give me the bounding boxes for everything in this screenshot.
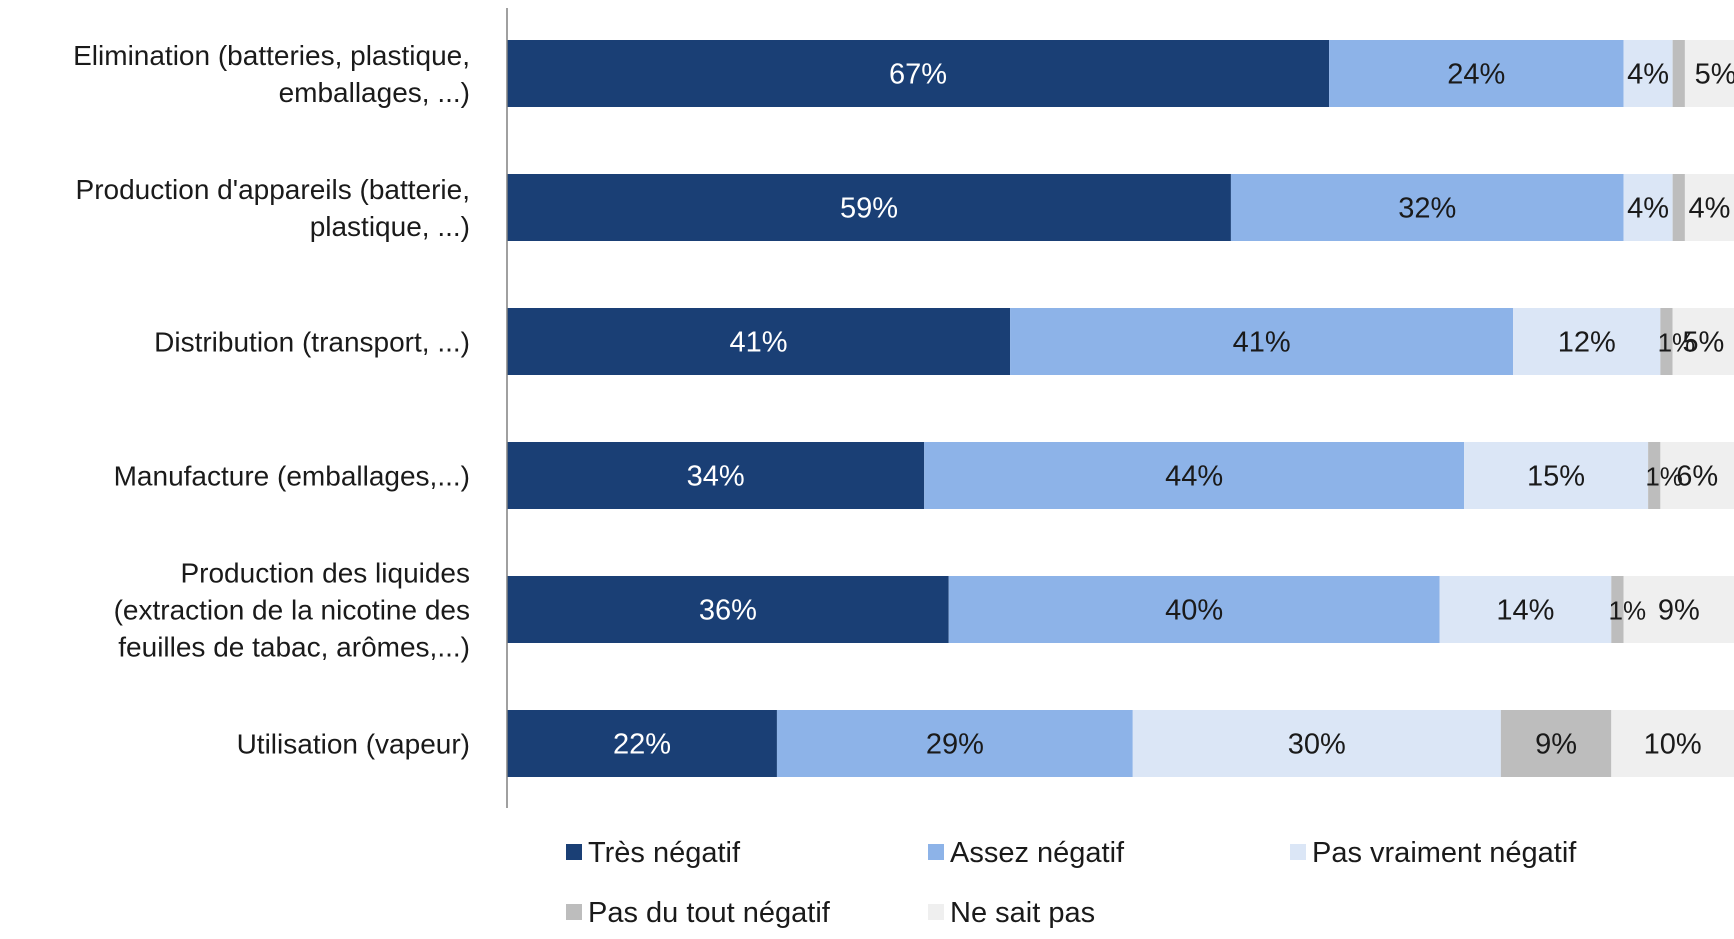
data-label: 41% bbox=[1233, 327, 1291, 359]
data-label: 34% bbox=[687, 461, 745, 493]
category-label-line: feuilles de tabac, arômes,...) bbox=[118, 632, 470, 663]
bar-segment bbox=[1660, 308, 1673, 375]
bar-segment bbox=[1684, 174, 1734, 241]
bar-segment bbox=[1329, 40, 1624, 107]
bar-segment bbox=[1500, 710, 1612, 777]
category-label-line: Manufacture (emballages,...) bbox=[114, 461, 470, 492]
data-label: 36% bbox=[699, 595, 757, 627]
bar-segment bbox=[1010, 308, 1514, 375]
category-label: Elimination (batteries, plastique, emball… bbox=[73, 40, 470, 108]
category-label-line: emballages, ...) bbox=[279, 77, 470, 108]
category-label-line: plastique, ...) bbox=[310, 211, 470, 242]
legend-label: Pas vraiment négatif bbox=[1312, 837, 1577, 869]
data-label: 30% bbox=[1288, 729, 1346, 761]
category-label-line: (extraction de la nicotine des bbox=[114, 595, 470, 626]
bar-segment bbox=[507, 442, 925, 509]
data-label: 59% bbox=[840, 193, 898, 225]
legend: Très négatif Assez négatif Pas vraiment né… bbox=[566, 837, 1577, 929]
bar-segment bbox=[1611, 576, 1624, 643]
bar-segment bbox=[507, 576, 949, 643]
data-label: 12% bbox=[1558, 327, 1616, 359]
bar-segment bbox=[507, 174, 1231, 241]
category-label: Production d'appareils (batterie, plastiq… bbox=[76, 174, 470, 242]
data-label: 44% bbox=[1165, 461, 1223, 493]
data-label: 5% bbox=[1695, 59, 1734, 91]
legend-label: Très négatif bbox=[588, 837, 741, 869]
data-label: 14% bbox=[1496, 595, 1554, 627]
data-label: 29% bbox=[926, 729, 984, 761]
bar-segment bbox=[1230, 174, 1624, 241]
data-label: 9% bbox=[1535, 729, 1577, 761]
data-label: 67% bbox=[889, 59, 947, 91]
category-label-line: Production d'appareils (batterie, bbox=[76, 174, 470, 205]
legend-label: Ne sait pas bbox=[950, 897, 1095, 929]
category-label: Distribution (transport, ...) bbox=[154, 327, 470, 358]
category-label-line: Elimination (batteries, plastique, bbox=[73, 40, 470, 71]
bar-segment bbox=[1672, 174, 1685, 241]
bar-segment bbox=[948, 576, 1440, 643]
data-label: 9% bbox=[1658, 595, 1700, 627]
bar-segment bbox=[1660, 442, 1734, 509]
bar-segment bbox=[1611, 710, 1734, 777]
bar-segment bbox=[507, 710, 777, 777]
category-label: Manufacture (emballages,...) bbox=[114, 461, 470, 492]
legend-swatch bbox=[1290, 844, 1306, 860]
category-label-line: Utilisation (vapeur) bbox=[237, 729, 470, 760]
bar-segment bbox=[924, 442, 1465, 509]
legend-swatch bbox=[566, 844, 582, 860]
bar-segment bbox=[1623, 40, 1673, 107]
data-label: 5% bbox=[1682, 327, 1724, 359]
bar-segment bbox=[1132, 710, 1501, 777]
bar-segment bbox=[1513, 308, 1661, 375]
data-label: 4% bbox=[1627, 59, 1669, 91]
data-label: 32% bbox=[1398, 193, 1456, 225]
bar-segment bbox=[1672, 40, 1685, 107]
bar-segment bbox=[1684, 40, 1734, 107]
data-label: 4% bbox=[1688, 193, 1730, 225]
data-label: 22% bbox=[613, 729, 671, 761]
category-label: Utilisation (vapeur) bbox=[237, 729, 470, 760]
data-label: 24% bbox=[1447, 59, 1505, 91]
bar-segment bbox=[1648, 442, 1661, 509]
data-label: 10% bbox=[1644, 729, 1702, 761]
data-label: 6% bbox=[1676, 461, 1718, 493]
category-label-line: Distribution (transport, ...) bbox=[154, 327, 470, 358]
bar-segment bbox=[776, 710, 1133, 777]
bar-segments bbox=[507, 40, 1734, 777]
data-label: 1% bbox=[1609, 596, 1647, 626]
data-label: 40% bbox=[1165, 595, 1223, 627]
category-label: Production des liquides (extraction de la… bbox=[114, 558, 470, 663]
legend-swatch bbox=[928, 904, 944, 920]
data-label: 41% bbox=[730, 327, 788, 359]
data-label: 1% bbox=[1645, 462, 1683, 492]
legend-label: Pas du tout négatif bbox=[588, 897, 831, 929]
bar-segment bbox=[1623, 576, 1734, 643]
category-label-line: Production des liquides bbox=[180, 558, 470, 589]
data-labels: 67% 24% 4% 5%59% 32% 4% 4%41% 41% 12% 1%5%34% 44% 1… bbox=[613, 59, 1734, 761]
bar-segment bbox=[1623, 174, 1673, 241]
legend-label: Assez négatif bbox=[950, 837, 1125, 869]
bar-segment bbox=[507, 308, 1011, 375]
legend-swatch bbox=[928, 844, 944, 860]
category-labels: Elimination (batteries, plastique, emball… bbox=[73, 40, 470, 760]
bar-segment bbox=[507, 40, 1330, 107]
bar-segment bbox=[1439, 576, 1612, 643]
data-label: 4% bbox=[1627, 193, 1669, 225]
data-label: 1% bbox=[1658, 328, 1696, 358]
legend-swatch bbox=[566, 904, 582, 920]
data-label: 15% bbox=[1527, 461, 1585, 493]
bar-segment bbox=[1464, 442, 1649, 509]
bar-segment bbox=[1672, 308, 1734, 375]
